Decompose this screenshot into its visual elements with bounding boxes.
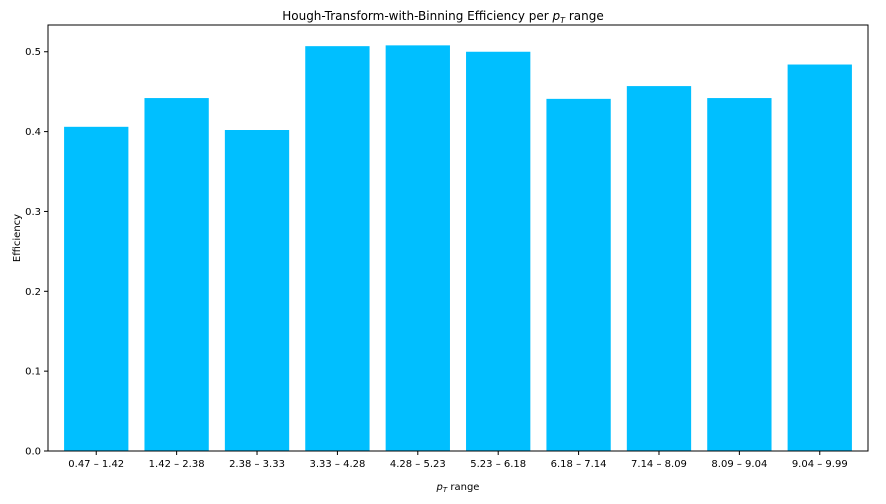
bar-3 (224, 130, 290, 451)
bar-2 (144, 98, 209, 451)
bar-8 (626, 86, 692, 451)
y-tick-label-4: 0.4 (25, 127, 41, 138)
x-tick-label-1: 0.47 – 1.42 (68, 459, 124, 470)
plot-frame (47, 24, 869, 452)
bar-7 (546, 98, 611, 452)
x-axis-label-symbol: p (436, 482, 443, 493)
x-axis: 0.47 – 1.42 1.42 – 2.38 2.38 – 3.33 3.33 – … (68, 451, 848, 470)
x-tick-label-4: 3.33 – 4.28 (309, 459, 365, 470)
x-tick-label-10: 9.04 – 9.99 (792, 459, 848, 470)
bar-1 (64, 126, 129, 451)
x-axis-label-suffix: range (447, 482, 479, 493)
bar-10 (787, 64, 852, 451)
y-tick-label-3: 0.3 (25, 207, 41, 218)
y-axis: 0.0 0.1 0.2 0.3 0.4 0.5 (25, 47, 48, 458)
y-axis-label: Efficiency (12, 214, 23, 262)
x-tick-label-9: 8.09 – 9.04 (711, 459, 767, 470)
x-axis-label-subscript: T (443, 486, 448, 494)
x-tick-label-3: 2.38 – 3.33 (229, 459, 285, 470)
y-tick-label-0: 0.0 (25, 447, 41, 458)
y-tick-label-5: 0.5 (25, 47, 41, 58)
x-tick-label-8: 7.14 – 8.09 (631, 459, 687, 470)
bar-9 (707, 98, 772, 451)
chart-title-subscript: T (560, 16, 566, 25)
chart-title: Hough-Transform-with-Binning Efficiency … (282, 9, 604, 25)
x-axis-label: pT range (436, 482, 480, 494)
y-tick-label-2: 0.2 (25, 287, 41, 298)
bar-5 (385, 45, 450, 452)
chart-title-suffix: range (565, 9, 604, 23)
chart-title-symbol: p (552, 9, 561, 23)
x-tick-label-6: 5.23 – 6.18 (470, 459, 526, 470)
x-tick-label-2: 1.42 – 2.38 (149, 459, 205, 470)
y-tick-label-1: 0.1 (25, 367, 41, 378)
x-tick-label-5: 4.28 – 5.23 (390, 459, 446, 470)
bars-group (64, 45, 852, 452)
bar-6 (466, 51, 531, 451)
bar-4 (305, 46, 370, 451)
x-tick-label-7: 6.18 – 7.14 (551, 459, 607, 470)
chart-title-prefix: Hough-Transform-with-Binning Efficiency … (282, 9, 552, 23)
